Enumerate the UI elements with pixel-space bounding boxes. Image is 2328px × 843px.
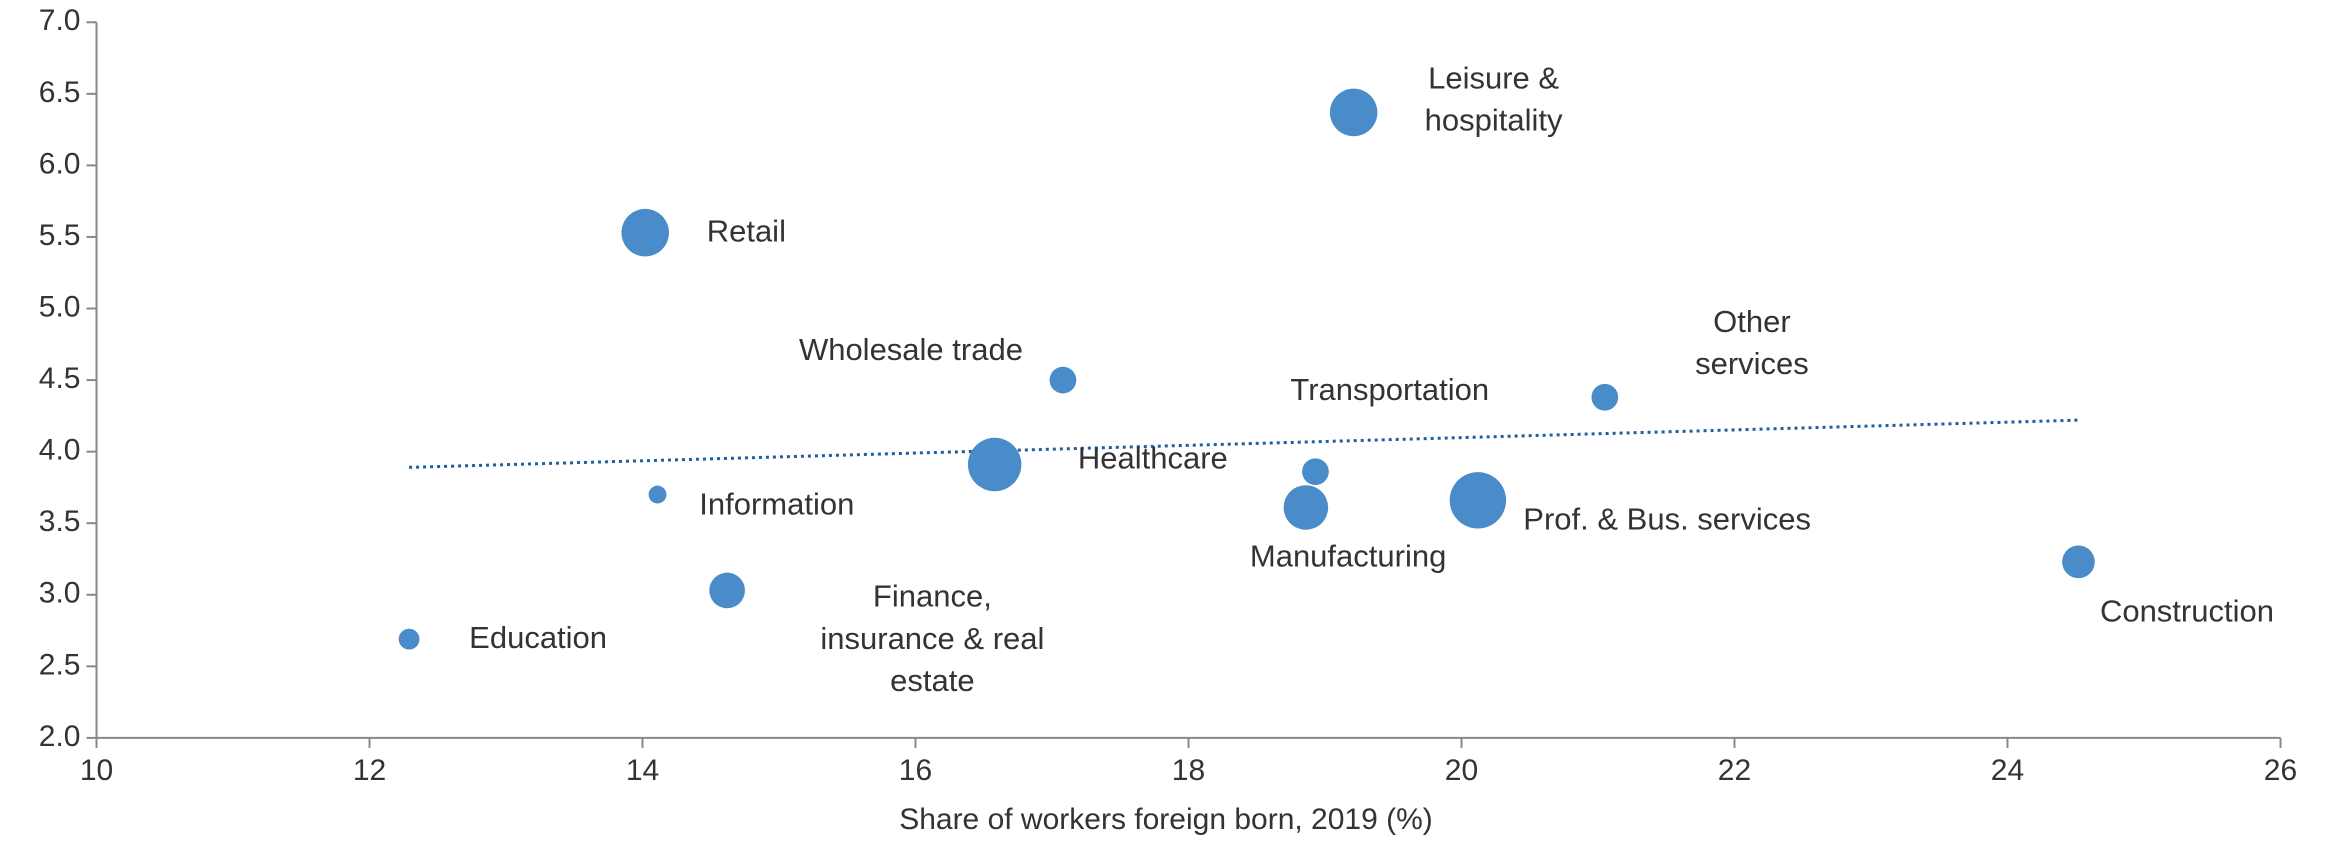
x-tick-label: 12	[353, 754, 386, 787]
y-tick-label: 3.0	[39, 577, 81, 610]
y-tick-label: 3.5	[39, 505, 81, 538]
point-label: Transportation	[1290, 372, 1489, 407]
bubble	[1302, 458, 1329, 486]
y-tick-label: 4.0	[39, 434, 81, 467]
bubble	[967, 437, 1022, 492]
point-label: Finance,	[873, 579, 992, 614]
bubble	[709, 572, 745, 609]
y-tick-label: 4.5	[39, 362, 81, 395]
bubble	[1329, 88, 1378, 137]
y-tick-label: 2.0	[39, 720, 81, 753]
y-tick-label: 5.0	[39, 290, 81, 323]
point-label: Wholesale trade	[799, 332, 1023, 367]
point-label: Education	[469, 620, 607, 655]
y-tick-label: 6.5	[39, 76, 81, 109]
y-tick-label: 5.5	[39, 219, 81, 252]
bubble	[1591, 383, 1619, 411]
point-label: insurance & real	[820, 621, 1044, 656]
point-label: estate	[890, 663, 974, 698]
point-label: hospitality	[1425, 103, 1563, 138]
bubble	[398, 628, 420, 650]
bubble	[1049, 366, 1077, 394]
x-tick-label: 24	[1991, 754, 2024, 787]
point-label: Healthcare	[1078, 440, 1228, 475]
bubble	[2062, 545, 2095, 579]
x-tick-label: 22	[1718, 754, 1751, 787]
point-label: Manufacturing	[1250, 538, 1446, 573]
x-tick-label: 16	[899, 754, 932, 787]
bubble	[648, 485, 667, 504]
trendline	[409, 418, 2079, 469]
point-label: Other	[1713, 304, 1791, 339]
y-tick-label: 2.5	[39, 648, 81, 681]
point-label: Information	[699, 486, 854, 521]
x-tick-label: 26	[2264, 754, 2297, 787]
bubble	[1449, 472, 1507, 529]
bubble	[621, 208, 669, 257]
y-tick-label: 7.0	[39, 4, 81, 37]
point-label: services	[1695, 346, 1809, 381]
point-label: Prof. & Bus. services	[1523, 501, 1811, 536]
x-axis-title: Share of workers foreign born, 2019 (%)	[899, 803, 1433, 836]
point-label: Retail	[707, 213, 786, 248]
x-tick-label: 18	[1172, 754, 1205, 787]
x-tick-label: 14	[626, 754, 659, 787]
point-label: Construction	[2100, 593, 2274, 628]
x-tick-label: 20	[1445, 754, 1478, 787]
bubble	[1283, 485, 1329, 530]
point-label: Leisure &	[1428, 60, 1559, 95]
y-tick-label: 6.0	[39, 147, 81, 180]
x-tick-label: 10	[80, 754, 113, 787]
